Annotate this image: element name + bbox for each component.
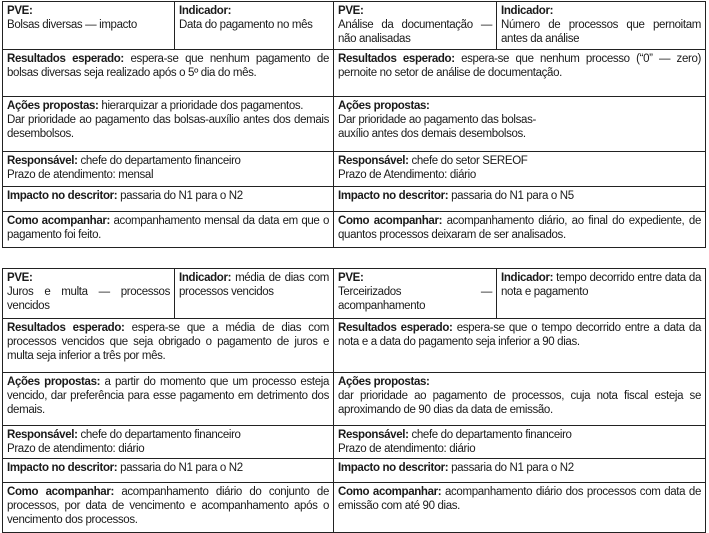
responsavel-cell: Responsável: chefe do departamento finan… (2, 426, 334, 459)
como-value: acompanhamento diário, ao final do exped… (338, 215, 701, 241)
acoes-label: Ações propostas: (338, 376, 430, 388)
responsavel-cell: Responsável: chefe do departamento finan… (334, 426, 706, 459)
pve-cell: PVE: Terceirizados — acompanhamento (334, 269, 497, 319)
pve-table-2: PVE: Juros e multa — processos vencidos I… (2, 268, 706, 533)
acoes-label: Ações propostas: (7, 376, 101, 388)
acoes-cell: Ações propostas: hierarquizar a priorida… (2, 97, 334, 152)
pve-label: PVE: (338, 272, 364, 284)
indicador-label: Indicador: (179, 272, 232, 284)
indicador-cell: Indicador: Data do pagamento no mês (175, 2, 334, 50)
impacto-value: passaria do N1 para o N5 (451, 190, 574, 202)
como-label: Como acompanhar: (7, 215, 111, 227)
indicador-label: Indicador: (501, 272, 554, 284)
acoes-value: hierarquizar a prioridade dos pagamentos… (101, 100, 304, 112)
resultados-cell: Resultados esperado: espera-se que nenhu… (334, 50, 706, 97)
acoes-extra: Dar prioridade ao pagamento das bolsas-a… (7, 114, 329, 140)
como-label: Como acompanhar: (7, 486, 114, 498)
pve-cell: PVE: Bolsas diversas — impacto (2, 2, 175, 50)
acoes-cell: Ações propostas: dar prioridade ao pagame… (334, 373, 706, 426)
resultados-label: Resultados esperado: (338, 53, 455, 65)
impacto-cell: Impacto no descritor: passaria do N1 par… (2, 187, 334, 212)
como-cell: Como acompanhar: acompanhamento diário d… (334, 483, 706, 532)
impacto-cell: Impacto no descritor: passaria do N1 par… (334, 459, 706, 483)
acoes-label: Ações propostas: (338, 100, 430, 112)
responsavel-label: Responsável: (7, 155, 78, 167)
como-cell: Como acompanhar: acompanhamento diário d… (2, 483, 334, 532)
impacto-value: passaria do N1 para o N2 (120, 190, 243, 202)
como-value: acompanhamento diário do conjunto de pro… (7, 486, 329, 526)
pve-table-1: PVE: Bolsas diversas — impacto Indicador:… (2, 1, 706, 248)
responsavel-value: chefe do departamento financeiro (80, 429, 241, 441)
responsavel-label: Responsável: (338, 155, 409, 167)
resultados-cell: Resultados esperado: espera-se que a méd… (2, 319, 334, 373)
como-value: acompanhamento mensal da data em que o p… (7, 215, 329, 241)
indicador-value: tempo decorrido entre data da nota e pag… (501, 272, 701, 298)
resultados-label: Resultados esperado: (7, 322, 125, 334)
indicador-value: média de dias com processos vencidos (179, 272, 329, 298)
indicador-label: Indicador: (501, 5, 554, 17)
prazo-value: Prazo de atendimento: diário (338, 443, 476, 455)
impacto-label: Impacto no descritor: (7, 190, 118, 202)
resultados-label: Resultados esperado: (338, 322, 453, 334)
como-cell: Como acompanhar: acompanhamento diário, … (334, 212, 706, 247)
acoes-value: a partir do momento que um processo este… (7, 376, 329, 416)
impacto-value: passaria do N1 para o N2 (120, 462, 243, 474)
indicador-value: Data do pagamento no mês (179, 19, 313, 31)
prazo-value: Prazo de Atendimento: diário (338, 169, 476, 181)
responsavel-value: chefe do departamento financeiro (411, 429, 572, 441)
como-label: Como acompanhar: (338, 215, 443, 227)
impacto-label: Impacto no descritor: (338, 190, 449, 202)
indicador-label: Indicador: (179, 5, 232, 17)
acoes-extra: dar prioridade ao pagamento de processos… (338, 390, 701, 416)
prazo-value: Prazo de atendimento: mensal (7, 169, 154, 181)
responsavel-value: chefe do departamento financeiro (80, 155, 241, 167)
pve-cell: PVE: Análise da documentação — não analis… (334, 2, 497, 50)
responsavel-label: Responsável: (7, 429, 78, 441)
responsavel-cell: Responsável: chefe do setor SEREOF Prazo … (334, 152, 706, 187)
resultados-value: espera-se que nenhum pagamento de bolsas… (7, 53, 329, 79)
responsavel-cell: Responsável: chefe do departamento finan… (2, 152, 334, 187)
resultados-cell: Resultados esperado: espera-se que o tem… (334, 319, 706, 373)
impacto-cell: Impacto no descritor: passaria do N1 par… (2, 459, 334, 483)
acoes-label: Ações propostas: (7, 100, 99, 112)
pve-value: Bolsas diversas — impacto (7, 19, 137, 31)
responsavel-label: Responsável: (338, 429, 409, 441)
acoes-cell: Ações propostas: Dar prioridade ao pagame… (334, 97, 706, 152)
resultados-value: espera-se que a média de dias com proces… (7, 322, 329, 362)
responsavel-value: chefe do setor SEREOF (411, 155, 528, 167)
resultados-label: Resultados esperado: (7, 53, 124, 65)
indicador-cell: Indicador: Número de processos que pernoi… (497, 2, 706, 50)
pve-label: PVE: (7, 272, 33, 284)
prazo-value: Prazo de atendimento: diário (7, 443, 145, 455)
indicador-cell: Indicador: média de dias com processos v… (175, 269, 334, 319)
pve-value: Terceirizados — acompanhamento (338, 286, 492, 312)
impacto-label: Impacto no descritor: (7, 462, 118, 474)
impacto-cell: Impacto no descritor: passaria do N1 par… (334, 187, 706, 212)
impacto-value: passaria do N1 para o N2 (451, 462, 574, 474)
resultados-cell: Resultados esperado: espera-se que nenhu… (2, 50, 334, 97)
pve-value: Juros e multa — processos vencidos (7, 286, 170, 312)
impacto-label: Impacto no descritor: (338, 462, 449, 474)
pve-value: Análise da documentação — não analisadas (338, 19, 492, 45)
resultados-value: espera-se que o tempo decorrido entre a … (338, 322, 701, 348)
acoes-cell: Ações propostas: a partir do momento que… (2, 373, 334, 426)
indicador-cell: Indicador: tempo decorrido entre data da… (497, 269, 706, 319)
pve-cell: PVE: Juros e multa — processos vencidos (2, 269, 175, 319)
indicador-value: Número de processos que pernoitam antes … (501, 19, 701, 45)
como-value: acompanhamento diário dos processos com … (338, 486, 701, 512)
pve-label: PVE: (338, 5, 364, 17)
como-label: Como acompanhar: (338, 486, 442, 498)
resultados-value: espera-se que nenhum processo (“0” — zer… (338, 53, 701, 79)
pve-label: PVE: (7, 5, 33, 17)
como-cell: Como acompanhar: acompanhamento mensal d… (2, 212, 334, 247)
acoes-extra: Dar prioridade ao pagamento das bolsas-a… (338, 114, 536, 140)
